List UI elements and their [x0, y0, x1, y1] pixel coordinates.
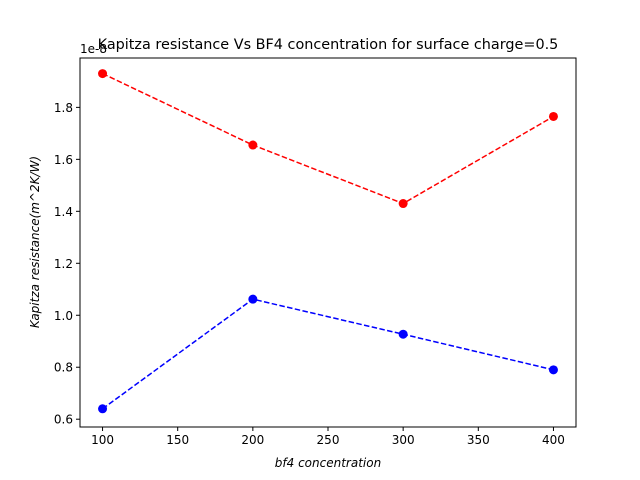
series-2-point	[248, 294, 258, 304]
y-tick-label: 0.6	[54, 413, 73, 427]
y-tick-label: 1.0	[54, 309, 73, 323]
x-tick-label: 350	[467, 433, 490, 447]
y-tick-label: 1.8	[54, 101, 73, 115]
series-1-point	[548, 111, 558, 121]
y-tick-label: 1.2	[54, 257, 73, 271]
x-tick-label: 250	[317, 433, 340, 447]
x-tick-label: 400	[542, 433, 565, 447]
x-tick-label: 300	[392, 433, 415, 447]
x-tick-label: 100	[91, 433, 114, 447]
series-2-point	[548, 365, 558, 375]
x-axis-ticks: 100 150 200 250 300 350 400	[91, 427, 565, 447]
series-2-point	[98, 404, 108, 414]
x-tick-label: 200	[241, 433, 264, 447]
x-axis-label: bf4 concentration	[275, 456, 381, 470]
y-tick-label: 0.8	[54, 361, 73, 375]
x-tick-label: 150	[166, 433, 189, 447]
y-tick-label: 1.4	[54, 205, 73, 219]
series-1-point	[398, 199, 408, 209]
y-axis-label: Kapitza resistance(m^2K/W)	[28, 156, 42, 328]
plot-area	[98, 69, 558, 414]
series-2-line	[102, 298, 554, 410]
series-1-point	[98, 69, 108, 79]
y-axis-ticks: 0.6 0.8 1.0 1.2 1.4 1.6 1.8	[54, 101, 80, 427]
y-tick-label: 1.6	[54, 153, 73, 167]
series-1-point	[248, 140, 258, 150]
y-offset-label: 1e-8	[80, 42, 107, 56]
series-2-point	[398, 329, 408, 339]
chart-title: Kapitza resistance Vs BF4 concentration …	[98, 37, 559, 53]
series-1-line	[102, 72, 554, 205]
